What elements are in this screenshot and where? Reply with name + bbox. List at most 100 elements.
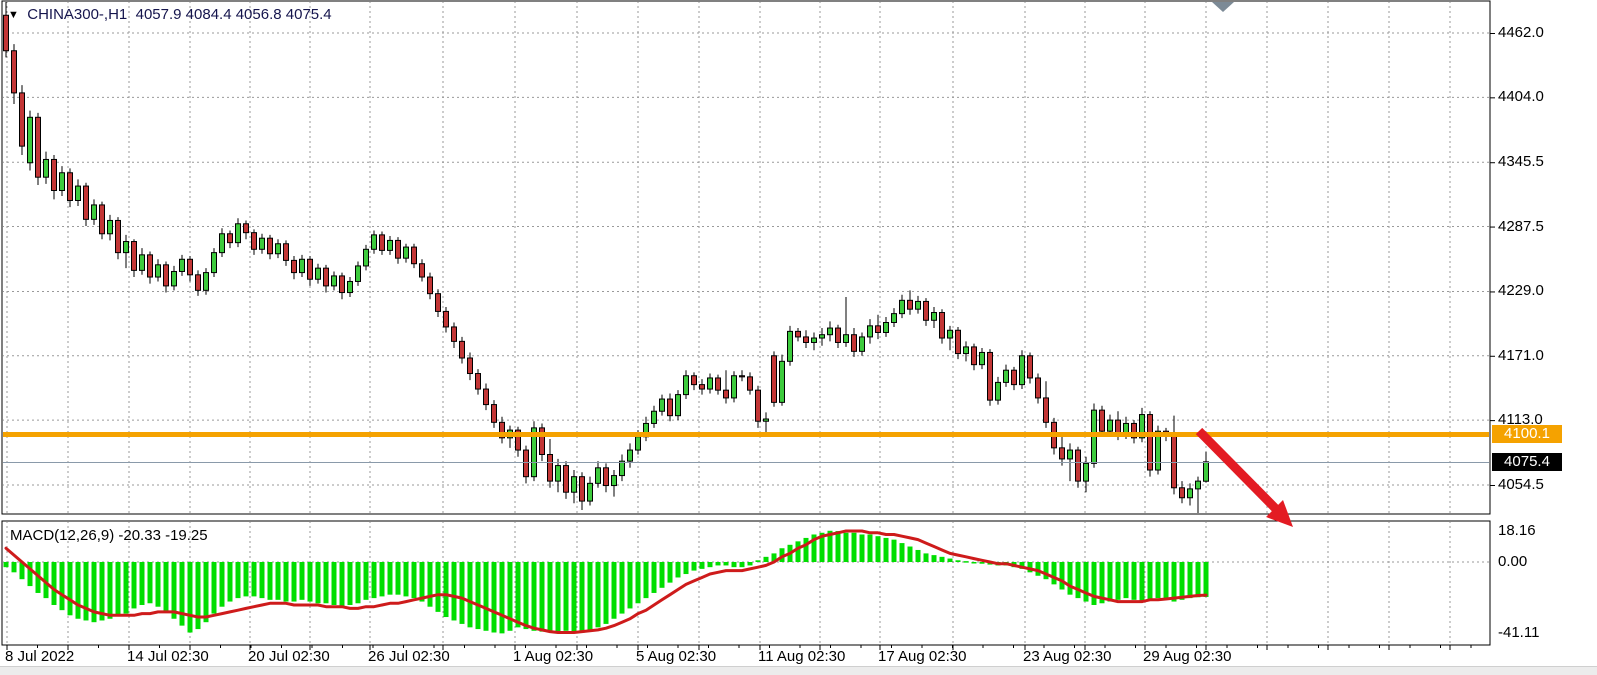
bull-candle <box>363 248 369 267</box>
time-axis-label: 23 Aug 02:30 <box>1023 648 1112 665</box>
macd-histogram-bar <box>747 562 753 566</box>
macd-histogram-bar <box>483 562 489 631</box>
macd-histogram-bar <box>851 532 857 562</box>
bear-candle <box>35 116 41 178</box>
time-axis-label: 5 Aug 02:30 <box>636 648 717 665</box>
bear-candle <box>691 375 697 386</box>
macd-histogram-bar <box>947 558 953 562</box>
macd-histogram-bar <box>331 562 337 605</box>
bull-candle <box>707 377 713 390</box>
bull-candle <box>1107 419 1113 432</box>
macd-histogram <box>3 530 1209 634</box>
bear-candle <box>1171 435 1177 489</box>
bull-candle <box>635 436 641 451</box>
bull-candle <box>27 116 33 164</box>
bear-candle <box>475 373 481 390</box>
macd-histogram-bar <box>323 562 329 604</box>
bull-candle <box>731 375 737 399</box>
macd-histogram-bar <box>139 562 145 605</box>
macd-signal-line <box>4 529 1208 634</box>
macd-histogram-bar <box>739 562 745 568</box>
bear-candle <box>187 258 193 276</box>
bull-candle <box>683 375 689 396</box>
bear-candle <box>875 325 881 333</box>
macd-histogram-bar <box>243 562 249 597</box>
bear-candle <box>67 172 73 201</box>
macd-histogram-bar <box>963 561 969 563</box>
macd-histogram-bar <box>835 531 841 562</box>
macd-histogram-bar <box>803 537 809 562</box>
price-axis-label: 4054.5 <box>1498 476 1544 493</box>
bull-candle <box>571 476 577 493</box>
bull-candle <box>867 325 873 338</box>
bear-candle <box>971 346 977 366</box>
bull-candle <box>883 322 889 333</box>
bull-candle <box>947 329 953 339</box>
chart-shift-marker-icon[interactable] <box>1212 2 1234 12</box>
bear-candle <box>747 376 753 391</box>
price-axis-label: 4171.0 <box>1498 346 1544 364</box>
ohlc-values: 4057.9 4084.4 4056.8 4075.4 <box>135 6 332 23</box>
bull-candle <box>611 475 617 487</box>
macd-histogram-bar <box>451 562 457 621</box>
macd-axis-label: 18.16 <box>1498 521 1536 539</box>
bear-candle <box>907 299 913 310</box>
macd-histogram-bar <box>795 541 801 562</box>
bull-candle <box>531 427 537 478</box>
macd-histogram-bar <box>379 562 385 597</box>
macd-histogram-bar <box>83 562 89 621</box>
macd-histogram-bar <box>491 562 497 633</box>
macd-histogram-bar <box>1075 562 1081 599</box>
bull-candle <box>1083 462 1089 482</box>
macd-histogram-bar <box>259 562 265 599</box>
symbol-timeframe-label: CHINA300-,H1 <box>27 6 128 23</box>
macd-histogram-bar <box>707 562 713 568</box>
macd-histogram-bar <box>499 562 505 634</box>
bull-candle <box>259 237 265 250</box>
macd-indicator-label: MACD(12,26,9) -20.33 -19.25 <box>10 527 208 544</box>
bull-candle <box>555 465 561 482</box>
bear-candle <box>955 329 961 355</box>
time-axis-label: 11 Aug 02:30 <box>758 648 846 665</box>
macd-histogram-bar <box>1163 562 1169 600</box>
macd-histogram-bar <box>315 562 321 604</box>
price-axis-label: 4345.5 <box>1498 153 1544 171</box>
bull-candle <box>931 312 937 321</box>
macd-histogram-bar <box>107 562 113 619</box>
macd-histogram-bar <box>427 562 433 607</box>
macd-histogram-bar <box>971 562 977 564</box>
bear-candle <box>395 239 401 259</box>
bull-candle <box>107 219 113 235</box>
macd-histogram-bar <box>771 553 777 562</box>
bear-candle <box>451 326 457 342</box>
macd-histogram-bar <box>1091 562 1097 605</box>
macd-histogram-bar <box>75 562 81 619</box>
bear-candle <box>283 243 289 261</box>
bull-candle <box>1187 488 1193 499</box>
macd-histogram-bar <box>307 562 313 602</box>
macd-histogram-bar <box>939 556 945 562</box>
macd-histogram-bar <box>411 562 417 599</box>
bear-candle <box>267 237 273 255</box>
macd-histogram-bar <box>195 562 201 630</box>
bear-candle <box>427 276 433 295</box>
bull-candle <box>315 267 321 280</box>
macd-histogram-bar <box>419 562 425 602</box>
macd-histogram-bar <box>235 562 241 599</box>
bear-candle <box>323 267 329 287</box>
bear-candle <box>307 258 313 280</box>
resistance-price-badge: 4100.1 <box>1492 425 1562 443</box>
macd-histogram-bar <box>611 562 617 619</box>
bull-candle <box>811 337 817 343</box>
macd-histogram-bar <box>467 562 473 628</box>
bull-candle <box>627 449 633 462</box>
macd-histogram-bar <box>907 546 913 562</box>
bear-candle <box>987 351 993 401</box>
bull-candle <box>843 334 849 343</box>
bear-candle <box>699 384 705 390</box>
macd-histogram-bar <box>843 532 849 562</box>
macd-histogram-bar <box>899 543 905 562</box>
macd-histogram-bar <box>723 562 729 566</box>
bear-candle <box>803 336 809 343</box>
